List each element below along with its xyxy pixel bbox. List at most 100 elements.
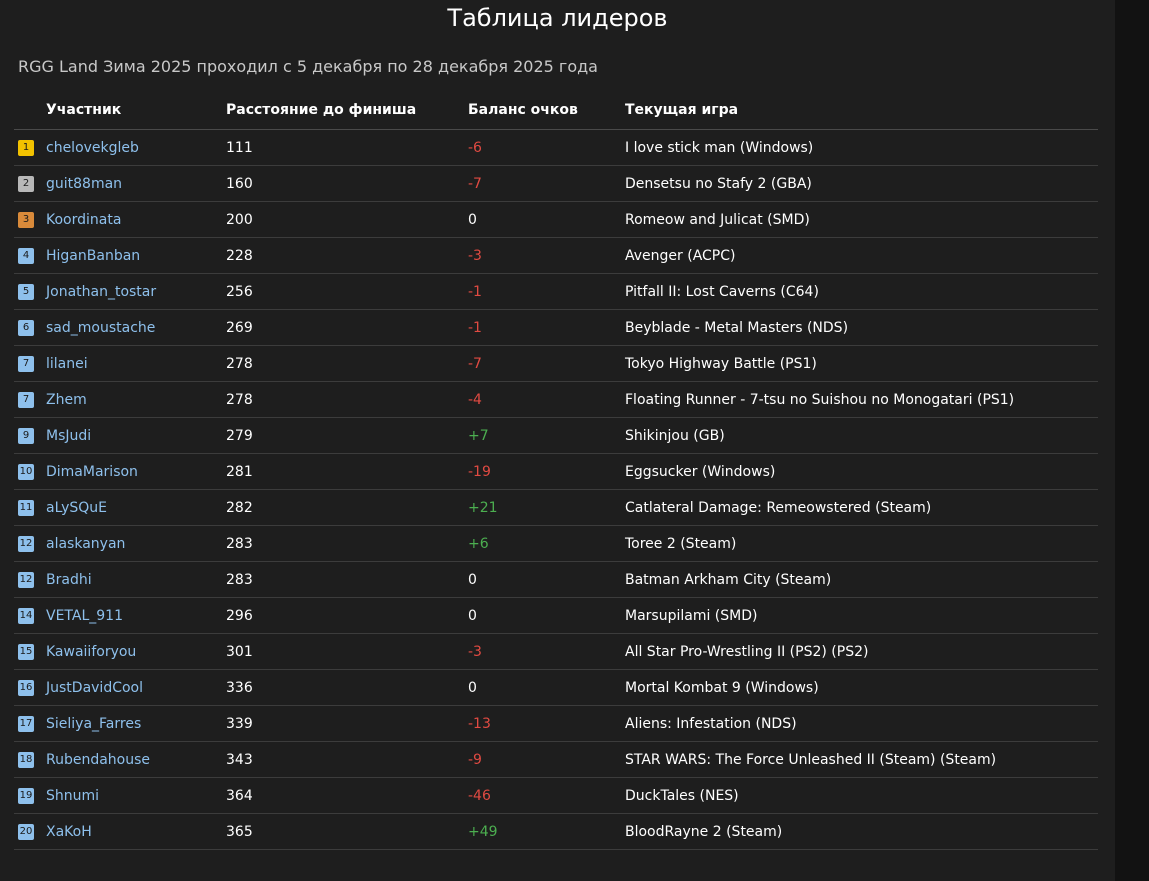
rank-badge: 15: [18, 643, 34, 660]
participant-link[interactable]: Bradhi: [46, 571, 92, 588]
leaderboard-panel: Таблица лидеров RGG Land Зима 2025 прохо…: [0, 0, 1115, 881]
balance-cell: -3: [468, 633, 625, 670]
distance-cell: 283: [226, 525, 468, 562]
distance-cell: 365: [226, 813, 468, 850]
balance-cell: -3: [468, 237, 625, 274]
current-game-cell: Pitfall II: Lost Caverns (C64): [625, 273, 1098, 310]
rank-badge: 9: [18, 427, 34, 444]
current-game-cell: Marsupilami (SMD): [625, 597, 1098, 634]
participant-link[interactable]: XaKoH: [46, 823, 92, 840]
distance-cell: 283: [226, 561, 468, 598]
table-header-row: Участник Расстояние до финиша Баланс очк…: [14, 91, 1098, 130]
rank-badge: 11: [18, 499, 34, 516]
table-row: 4 HiganBanban 228 -3 Avenger (ACPC): [14, 237, 1098, 274]
current-game-cell: Romeow and Julicat (SMD): [625, 201, 1098, 238]
rank-cell: 17: [14, 705, 46, 742]
table-row: 5 Jonathan_tostar 256 -1 Pitfall II: Lost Ca…: [14, 273, 1098, 310]
balance-cell: 0: [468, 669, 625, 706]
participant-link[interactable]: DimaMarison: [46, 463, 138, 480]
current-game-cell: Batman Arkham City (Steam): [625, 561, 1098, 598]
participant-link[interactable]: chelovekgleb: [46, 139, 139, 156]
leaderboard-rows: 1 chelovekgleb 111 -6 I love stick man (Wind…: [14, 129, 1098, 850]
participant-cell: alaskanyan: [46, 525, 226, 562]
table-row: 12 Bradhi 283 0 Batman Arkham City (Steam): [14, 561, 1098, 598]
distance-cell: 200: [226, 201, 468, 238]
table-row: 9 MsJudi 279 +7 Shikinjou (GB): [14, 417, 1098, 454]
balance-cell: +7: [468, 417, 625, 454]
participant-cell: MsJudi: [46, 417, 226, 454]
distance-cell: 282: [226, 489, 468, 526]
table-row: 3 Koordinata 200 0 Romeow and Julicat (SMD): [14, 201, 1098, 238]
table-row: 7 lilanei 278 -7 Tokyo Highway Battle (PS1): [14, 345, 1098, 382]
table-row: 20 XaKoH 365 +49 BloodRayne 2 (Steam): [14, 813, 1098, 850]
participant-link[interactable]: lilanei: [46, 355, 88, 372]
participant-link[interactable]: HiganBanban: [46, 247, 141, 264]
participant-link[interactable]: Koordinata: [46, 211, 122, 228]
participant-link[interactable]: Sieliya_Farres: [46, 715, 142, 732]
leaderboard-table: Участник Расстояние до финиша Баланс очк…: [14, 91, 1098, 850]
rank-cell: 12: [14, 525, 46, 562]
current-game-cell: STAR WARS: The Force Unleashed II (Steam…: [625, 741, 1098, 778]
rank-cell: 7: [14, 381, 46, 418]
current-game-cell: BloodRayne 2 (Steam): [625, 813, 1098, 850]
rank-cell: 10: [14, 453, 46, 490]
table-row: 10 DimaMarison 281 -19 Eggsucker (Windows): [14, 453, 1098, 490]
participant-cell: Shnumi: [46, 777, 226, 814]
balance-cell: -46: [468, 777, 625, 814]
participant-link[interactable]: Zhem: [46, 391, 87, 408]
page-scroll-gutter: [1115, 0, 1149, 881]
participant-link[interactable]: Shnumi: [46, 787, 100, 804]
rank-cell: 6: [14, 309, 46, 346]
table-row: 16 JustDavidCool 336 0 Mortal Kombat 9 (Wind…: [14, 669, 1098, 706]
participant-cell: Rubendahouse: [46, 741, 226, 778]
rank-cell: 4: [14, 237, 46, 274]
participant-link[interactable]: MsJudi: [46, 427, 92, 444]
participant-link[interactable]: alaskanyan: [46, 535, 126, 552]
rank-cell: 9: [14, 417, 46, 454]
rank-badge: 5: [18, 283, 34, 300]
current-game-cell: All Star Pro-Wrestling II (PS2) (PS2): [625, 633, 1098, 670]
rank-cell: 14: [14, 597, 46, 634]
current-game-cell: I love stick man (Windows): [625, 129, 1098, 166]
distance-cell: 278: [226, 381, 468, 418]
rank-badge: 20: [18, 823, 34, 840]
table-row: 15 Kawaiiforyou 301 -3 All Star Pro-Wrestlin…: [14, 633, 1098, 670]
current-game-cell: Beyblade - Metal Masters (NDS): [625, 309, 1098, 346]
table-row: 17 Sieliya_Farres 339 -13 Aliens: Infestatio…: [14, 705, 1098, 742]
rank-badge: 3: [18, 211, 34, 228]
table-row: 19 Shnumi 364 -46 DuckTales (NES): [14, 777, 1098, 814]
participant-cell: chelovekgleb: [46, 129, 226, 166]
participant-link[interactable]: JustDavidCool: [46, 679, 144, 696]
current-game-cell: Aliens: Infestation (NDS): [625, 705, 1098, 742]
participant-link[interactable]: aLySQuE: [46, 499, 108, 516]
rank-cell: 15: [14, 633, 46, 670]
distance-cell: 278: [226, 345, 468, 382]
balance-cell: 0: [468, 561, 625, 598]
balance-cell: 0: [468, 597, 625, 634]
current-game-cell: Floating Runner - 7-tsu no Suishou no Mo…: [625, 381, 1098, 418]
balance-cell: -19: [468, 453, 625, 490]
distance-cell: 339: [226, 705, 468, 742]
rank-badge: 6: [18, 319, 34, 336]
current-game-cell: Densetsu no Stafy 2 (GBA): [625, 165, 1098, 202]
current-game-cell: Catlateral Damage: Remeowstered (Steam): [625, 489, 1098, 526]
participant-link[interactable]: VETAL_911: [46, 607, 123, 624]
participant-link[interactable]: Rubendahouse: [46, 751, 151, 768]
participant-cell: aLySQuE: [46, 489, 226, 526]
participant-cell: VETAL_911: [46, 597, 226, 634]
participant-cell: guit88man: [46, 165, 226, 202]
balance-cell: +6: [468, 525, 625, 562]
distance-cell: 160: [226, 165, 468, 202]
participant-link[interactable]: guit88man: [46, 175, 123, 192]
participant-link[interactable]: Jonathan_tostar: [46, 283, 157, 300]
table-row: 11 aLySQuE 282 +21 Catlateral Damage: Remeow…: [14, 489, 1098, 526]
participant-link[interactable]: sad_moustache: [46, 319, 156, 336]
rank-badge: 17: [18, 715, 34, 732]
distance-cell: 343: [226, 741, 468, 778]
participant-link[interactable]: Kawaiiforyou: [46, 643, 137, 660]
distance-cell: 364: [226, 777, 468, 814]
participant-header: Участник: [46, 91, 226, 130]
table-row: 12 alaskanyan 283 +6 Toree 2 (Steam): [14, 525, 1098, 562]
current-game-header: Текущая игра: [625, 91, 1098, 130]
rank-badge: 19: [18, 787, 34, 804]
